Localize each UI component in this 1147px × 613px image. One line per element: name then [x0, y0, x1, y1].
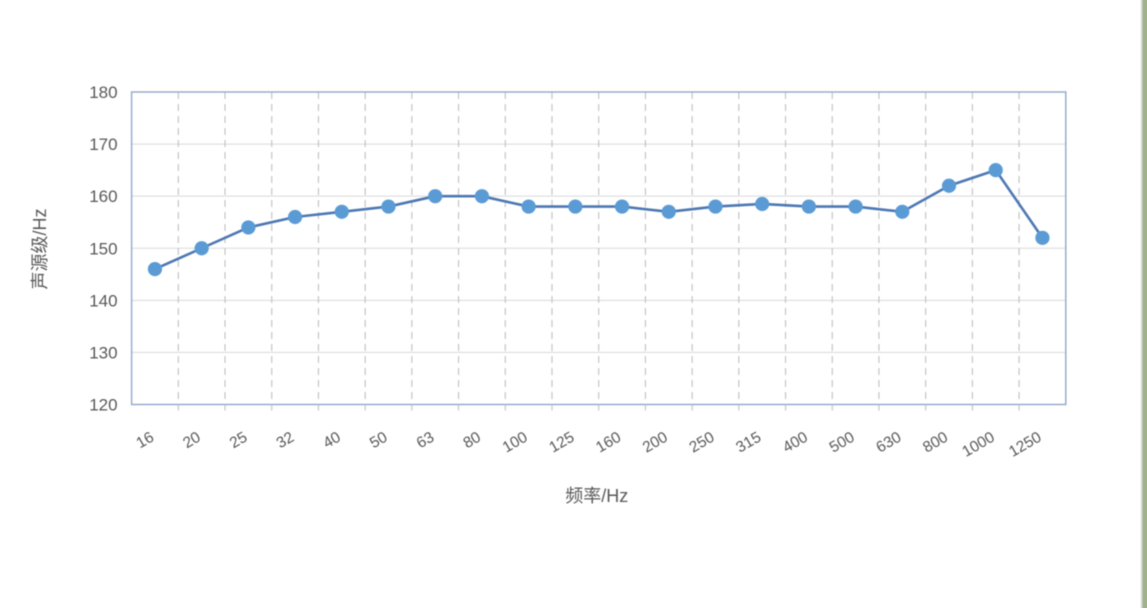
svg-text:170: 170 — [89, 135, 117, 154]
svg-text:25: 25 — [227, 429, 250, 452]
svg-text:130: 130 — [89, 343, 117, 362]
svg-text:400: 400 — [780, 429, 811, 457]
svg-text:16: 16 — [134, 429, 157, 452]
svg-text:频率/Hz: 频率/Hz — [565, 486, 628, 506]
svg-text:100: 100 — [500, 429, 531, 457]
svg-text:160: 160 — [89, 187, 117, 206]
svg-text:140: 140 — [89, 291, 117, 310]
svg-text:1000: 1000 — [959, 429, 998, 461]
svg-text:63: 63 — [414, 429, 437, 452]
svg-text:20: 20 — [180, 429, 204, 453]
svg-text:315: 315 — [733, 429, 764, 457]
svg-text:125: 125 — [546, 429, 577, 457]
svg-text:声源级/Hz: 声源级/Hz — [30, 209, 50, 290]
svg-text:160: 160 — [593, 429, 624, 457]
svg-text:50: 50 — [367, 429, 391, 453]
svg-text:200: 200 — [640, 429, 671, 457]
svg-text:250: 250 — [687, 429, 718, 457]
svg-text:630: 630 — [873, 429, 904, 457]
svg-text:40: 40 — [320, 429, 344, 453]
svg-text:1250: 1250 — [1006, 429, 1045, 461]
svg-text:800: 800 — [920, 429, 951, 457]
svg-text:120: 120 — [89, 396, 117, 415]
svg-text:32: 32 — [274, 429, 297, 452]
svg-text:80: 80 — [460, 429, 484, 453]
svg-text:180: 180 — [89, 83, 117, 102]
svg-text:500: 500 — [827, 429, 858, 457]
svg-text:150: 150 — [89, 239, 117, 258]
